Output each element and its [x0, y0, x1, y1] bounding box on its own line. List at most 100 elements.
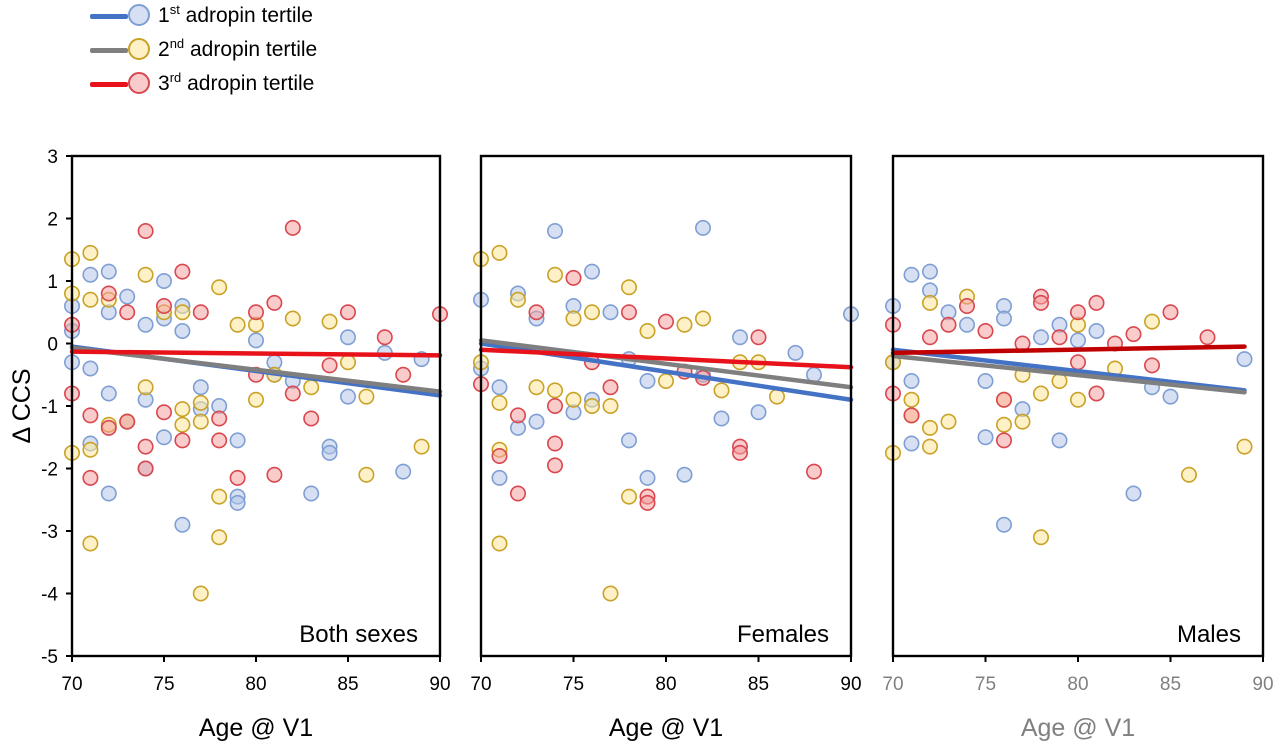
data-point [229, 316, 246, 333]
data-point [82, 469, 99, 486]
data-point [602, 585, 619, 602]
x-tick-label: 90 [840, 674, 861, 695]
data-point [248, 332, 265, 349]
y-tick-label: -5 [41, 647, 58, 668]
data-point [119, 288, 136, 305]
data-point [156, 297, 173, 314]
y-tick-label: 2 [47, 210, 58, 231]
data-point [119, 304, 136, 321]
data-point [100, 485, 117, 502]
data-point [137, 266, 154, 283]
data-point [639, 372, 656, 389]
data-point [1070, 304, 1087, 321]
data-point [903, 407, 920, 424]
data-point [1033, 529, 1050, 546]
data-point [192, 394, 209, 411]
data-point [266, 294, 283, 311]
data-point [174, 304, 191, 321]
data-point [639, 494, 656, 511]
data-point [546, 435, 563, 452]
data-point [229, 469, 246, 486]
data-point [1033, 385, 1050, 402]
data-point [100, 285, 117, 302]
x-tick-label: 80 [245, 674, 266, 695]
fit-line [478, 347, 854, 370]
legend-label-3: 3rd adropin tertile [158, 70, 315, 95]
data-point [156, 404, 173, 421]
data-point [1033, 294, 1050, 311]
data-point [921, 438, 938, 455]
data-point [100, 385, 117, 402]
data-point [1125, 326, 1142, 343]
panel-label: Both sexes [299, 621, 418, 648]
data-point [358, 388, 375, 405]
legend-line-2 [90, 48, 128, 53]
data-point [805, 463, 822, 480]
data-point [100, 419, 117, 436]
data-point [339, 354, 356, 371]
data-point [395, 463, 412, 480]
data-point [768, 388, 785, 405]
legend-marker-1 [128, 4, 150, 26]
x-tick-label: 85 [337, 674, 358, 695]
data-point [1051, 329, 1068, 346]
data-point [192, 413, 209, 430]
data-point [903, 266, 920, 283]
data-point [602, 397, 619, 414]
data-point [339, 388, 356, 405]
data-point [731, 329, 748, 346]
data-point [211, 488, 228, 505]
data-point [100, 263, 117, 280]
legend-line-1 [90, 14, 128, 19]
data-point [156, 272, 173, 289]
x-tick-label: 80 [655, 674, 676, 695]
panel-label: Males [1177, 621, 1241, 648]
data-point [491, 244, 508, 261]
data-point [657, 372, 674, 389]
legend-label-1: 1st adropin tertile [158, 2, 313, 27]
data-point [1088, 385, 1105, 402]
data-point [977, 372, 994, 389]
data-point [211, 529, 228, 546]
legend-marker-2 [128, 38, 150, 60]
data-point [82, 535, 99, 552]
x-tick-label: 75 [975, 674, 996, 695]
fit-line [890, 344, 1247, 356]
plot-frame [479, 154, 853, 658]
data-point [137, 223, 154, 240]
data-point [620, 279, 637, 296]
data-point [303, 485, 320, 502]
y-axis-title: Δ CCS [8, 368, 36, 443]
data-point [82, 291, 99, 308]
y-tick-label: -4 [41, 585, 58, 606]
data-point [750, 404, 767, 421]
data-point [192, 379, 209, 396]
x-tick-label: 80 [1067, 674, 1088, 695]
data-point [229, 432, 246, 449]
data-point [583, 263, 600, 280]
data-point [174, 416, 191, 433]
data-point [940, 413, 957, 430]
data-point [694, 310, 711, 327]
data-point [1236, 438, 1253, 455]
data-point [303, 410, 320, 427]
data-point [546, 397, 563, 414]
data-point [583, 397, 600, 414]
data-point [546, 266, 563, 283]
data-point [137, 379, 154, 396]
x-tick-label: 70 [882, 674, 903, 695]
data-point [1199, 329, 1216, 346]
data-point [174, 401, 191, 418]
data-point [1144, 357, 1161, 374]
data-point [174, 516, 191, 533]
data-point [303, 379, 320, 396]
y-tick-label: 0 [47, 335, 58, 356]
data-point [713, 410, 730, 427]
data-point [528, 379, 545, 396]
fit-line [69, 345, 443, 394]
data-point [509, 485, 526, 502]
data-point [958, 297, 975, 314]
y-tick-label: 1 [47, 272, 58, 293]
data-point [977, 429, 994, 446]
